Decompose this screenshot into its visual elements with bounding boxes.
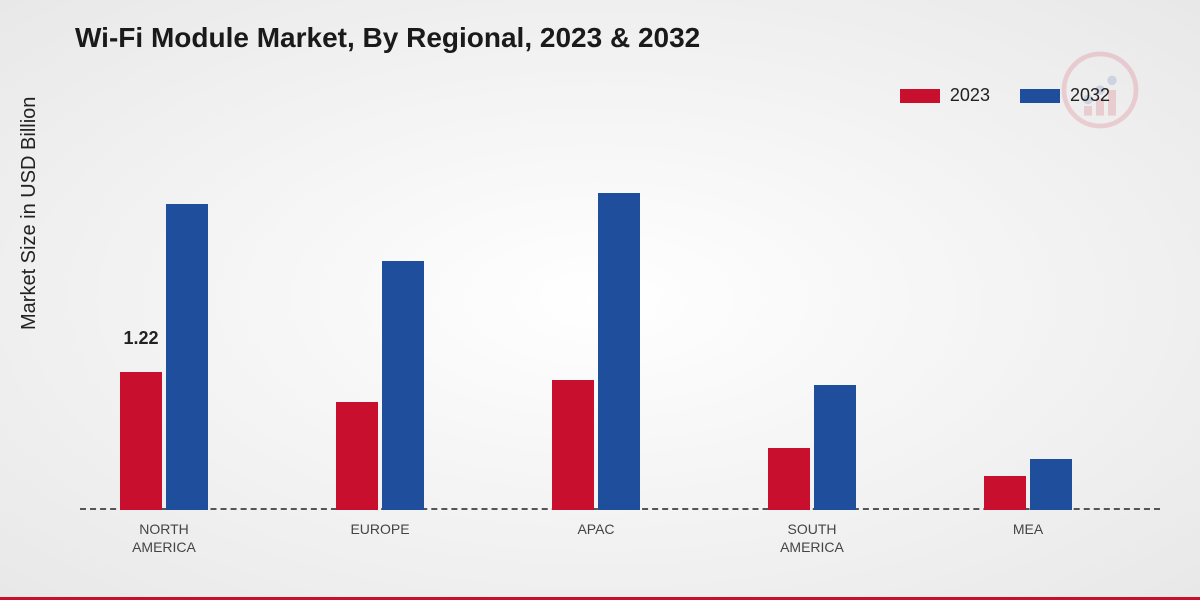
bar-2023 [120,372,162,510]
legend-item-2032: 2032 [1020,85,1110,106]
chart-title: Wi-Fi Module Market, By Regional, 2023 &… [75,22,700,54]
legend-item-2023: 2023 [900,85,990,106]
y-axis-label: Market Size in USD Billion [18,97,41,330]
x-tick-label: NORTHAMERICA [94,520,234,556]
plot-area: 1.22 NORTHAMERICAEUROPEAPACSOUTHAMERICAM… [80,170,1160,510]
legend-label-2032: 2032 [1070,85,1110,106]
x-tick-label: MEA [958,520,1098,538]
bar-2032 [598,193,640,510]
bar-value-label: 1.22 [123,328,158,349]
bar-group: 1.22 [120,204,208,510]
bar-2032 [382,261,424,510]
bar-2032 [1030,459,1072,510]
x-tick-label: SOUTHAMERICA [742,520,882,556]
bar-2023 [336,402,378,510]
bar-2023 [768,448,810,510]
x-tick-label: APAC [526,520,666,538]
bar-2032 [814,385,856,510]
bar-2032 [166,204,208,510]
legend-swatch-2032 [1020,89,1060,103]
x-tick-label: EUROPE [310,520,450,538]
bar-group [552,193,640,510]
legend-swatch-2023 [900,89,940,103]
bar-2023 [984,476,1026,510]
legend: 2023 2032 [900,85,1110,106]
legend-label-2023: 2023 [950,85,990,106]
bar-group [768,385,856,510]
bar-group [336,261,424,510]
chart-container: Wi-Fi Module Market, By Regional, 2023 &… [0,0,1200,600]
bar-2023 [552,380,594,510]
bar-group [984,459,1072,510]
